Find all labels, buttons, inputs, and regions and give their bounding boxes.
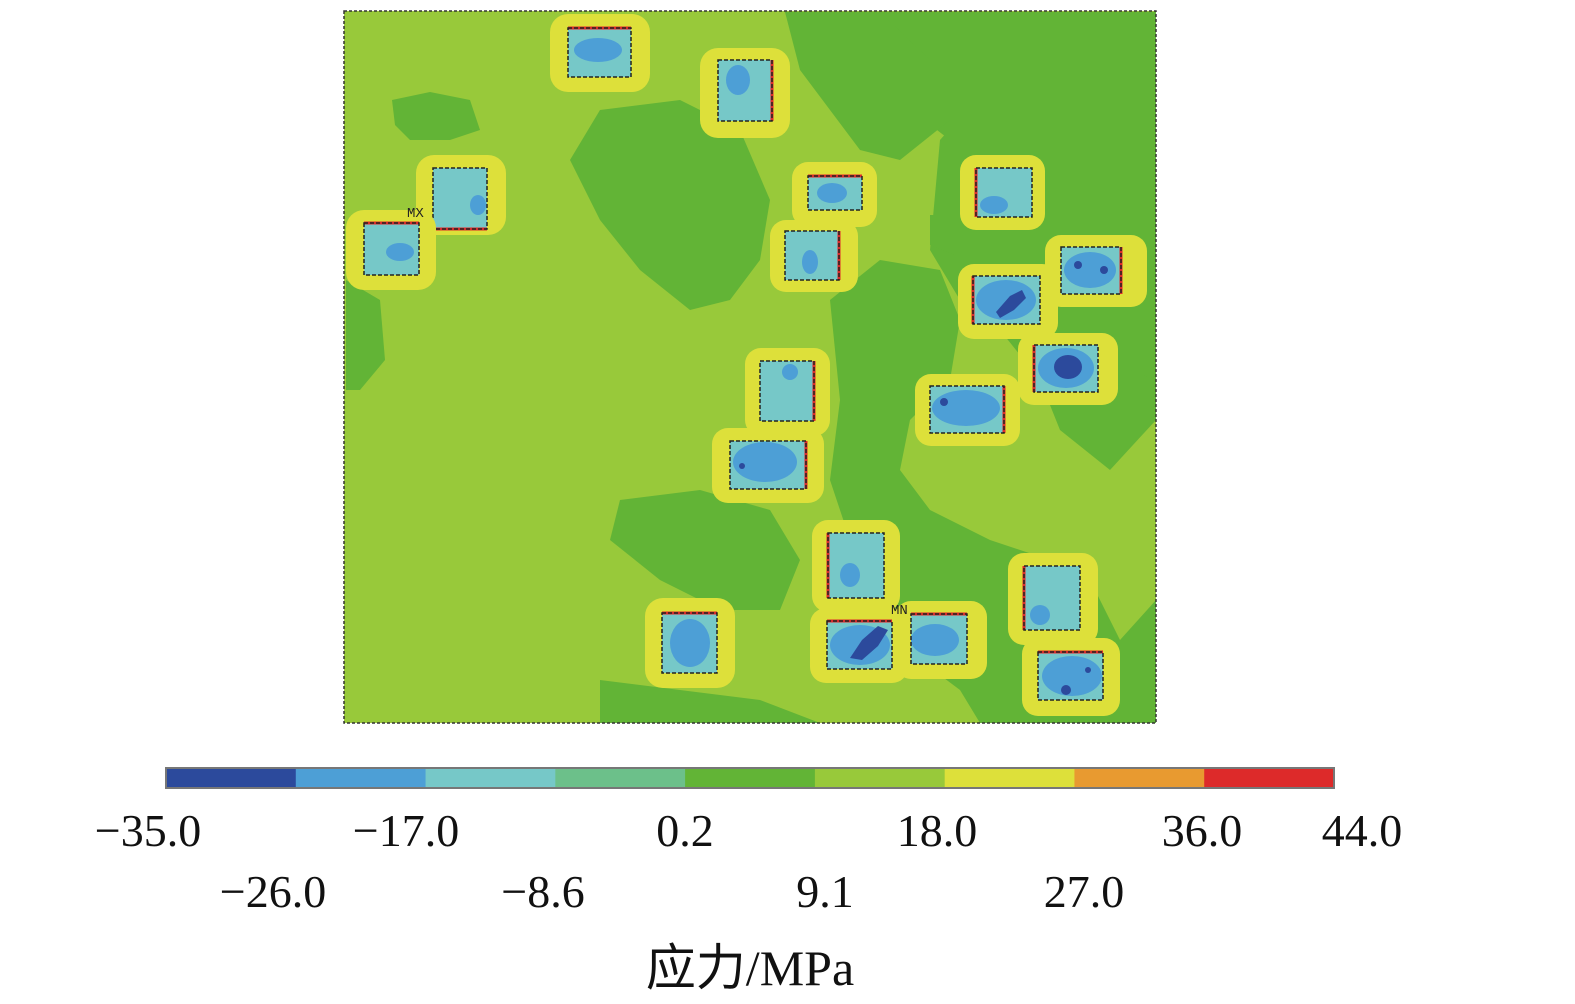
block-13 [712,428,824,503]
colorbar-band [1204,768,1335,788]
block-11 [745,348,830,436]
min-marker-label: MN [891,603,908,619]
max-marker-label: MX [407,206,424,222]
colorbar-band [1074,768,1205,788]
tick-label-lower: −26.0 [220,866,326,917]
block-9 [958,264,1058,339]
colorbar-band [166,768,297,788]
block-5 [792,162,877,227]
colorbar-band [814,768,946,788]
stress-legend: −35.0 −17.0 0.2 18.0 36.0 44.0 −26.0 −8.… [95,767,1403,996]
tick-label-lower: −8.6 [501,866,584,917]
colorbar-band [685,768,816,788]
tick-label-upper: 0.2 [656,805,714,856]
block-6 [960,155,1045,230]
plot-border [343,10,1157,724]
colorbar-frame [165,767,1335,789]
block-12 [915,374,1020,446]
block-1 [550,14,650,92]
block-2 [700,48,790,138]
block-19 [1022,638,1120,716]
block-10 [1018,333,1118,405]
block-4 [346,210,436,290]
block-8 [1045,235,1147,307]
colorbar-band [425,768,556,788]
tick-label-upper: 36.0 [1162,805,1243,856]
colorbar-band [555,768,686,788]
block-3 [416,155,506,235]
stress-blocks [346,14,1147,716]
block-18 [895,601,987,679]
block-7 [770,220,858,292]
colorbar-unit-label: 应力/MPa [646,940,854,996]
block-16 [645,598,735,688]
colorbar-band [944,768,1076,788]
tick-label-upper: 44.0 [1322,805,1403,856]
stress-contour-plot: MX MN [343,10,1157,724]
colorbar-band [295,768,427,788]
tick-label-upper: −17.0 [353,805,459,856]
tick-label-upper: −35.0 [95,805,201,856]
tick-label-upper: 18.0 [897,805,978,856]
tick-label-lower: 27.0 [1044,866,1125,917]
block-17 [810,608,908,683]
block-14 [812,520,900,612]
block-15 [1008,553,1098,645]
colorbar [166,768,1335,788]
tick-label-lower: 9.1 [796,866,854,917]
